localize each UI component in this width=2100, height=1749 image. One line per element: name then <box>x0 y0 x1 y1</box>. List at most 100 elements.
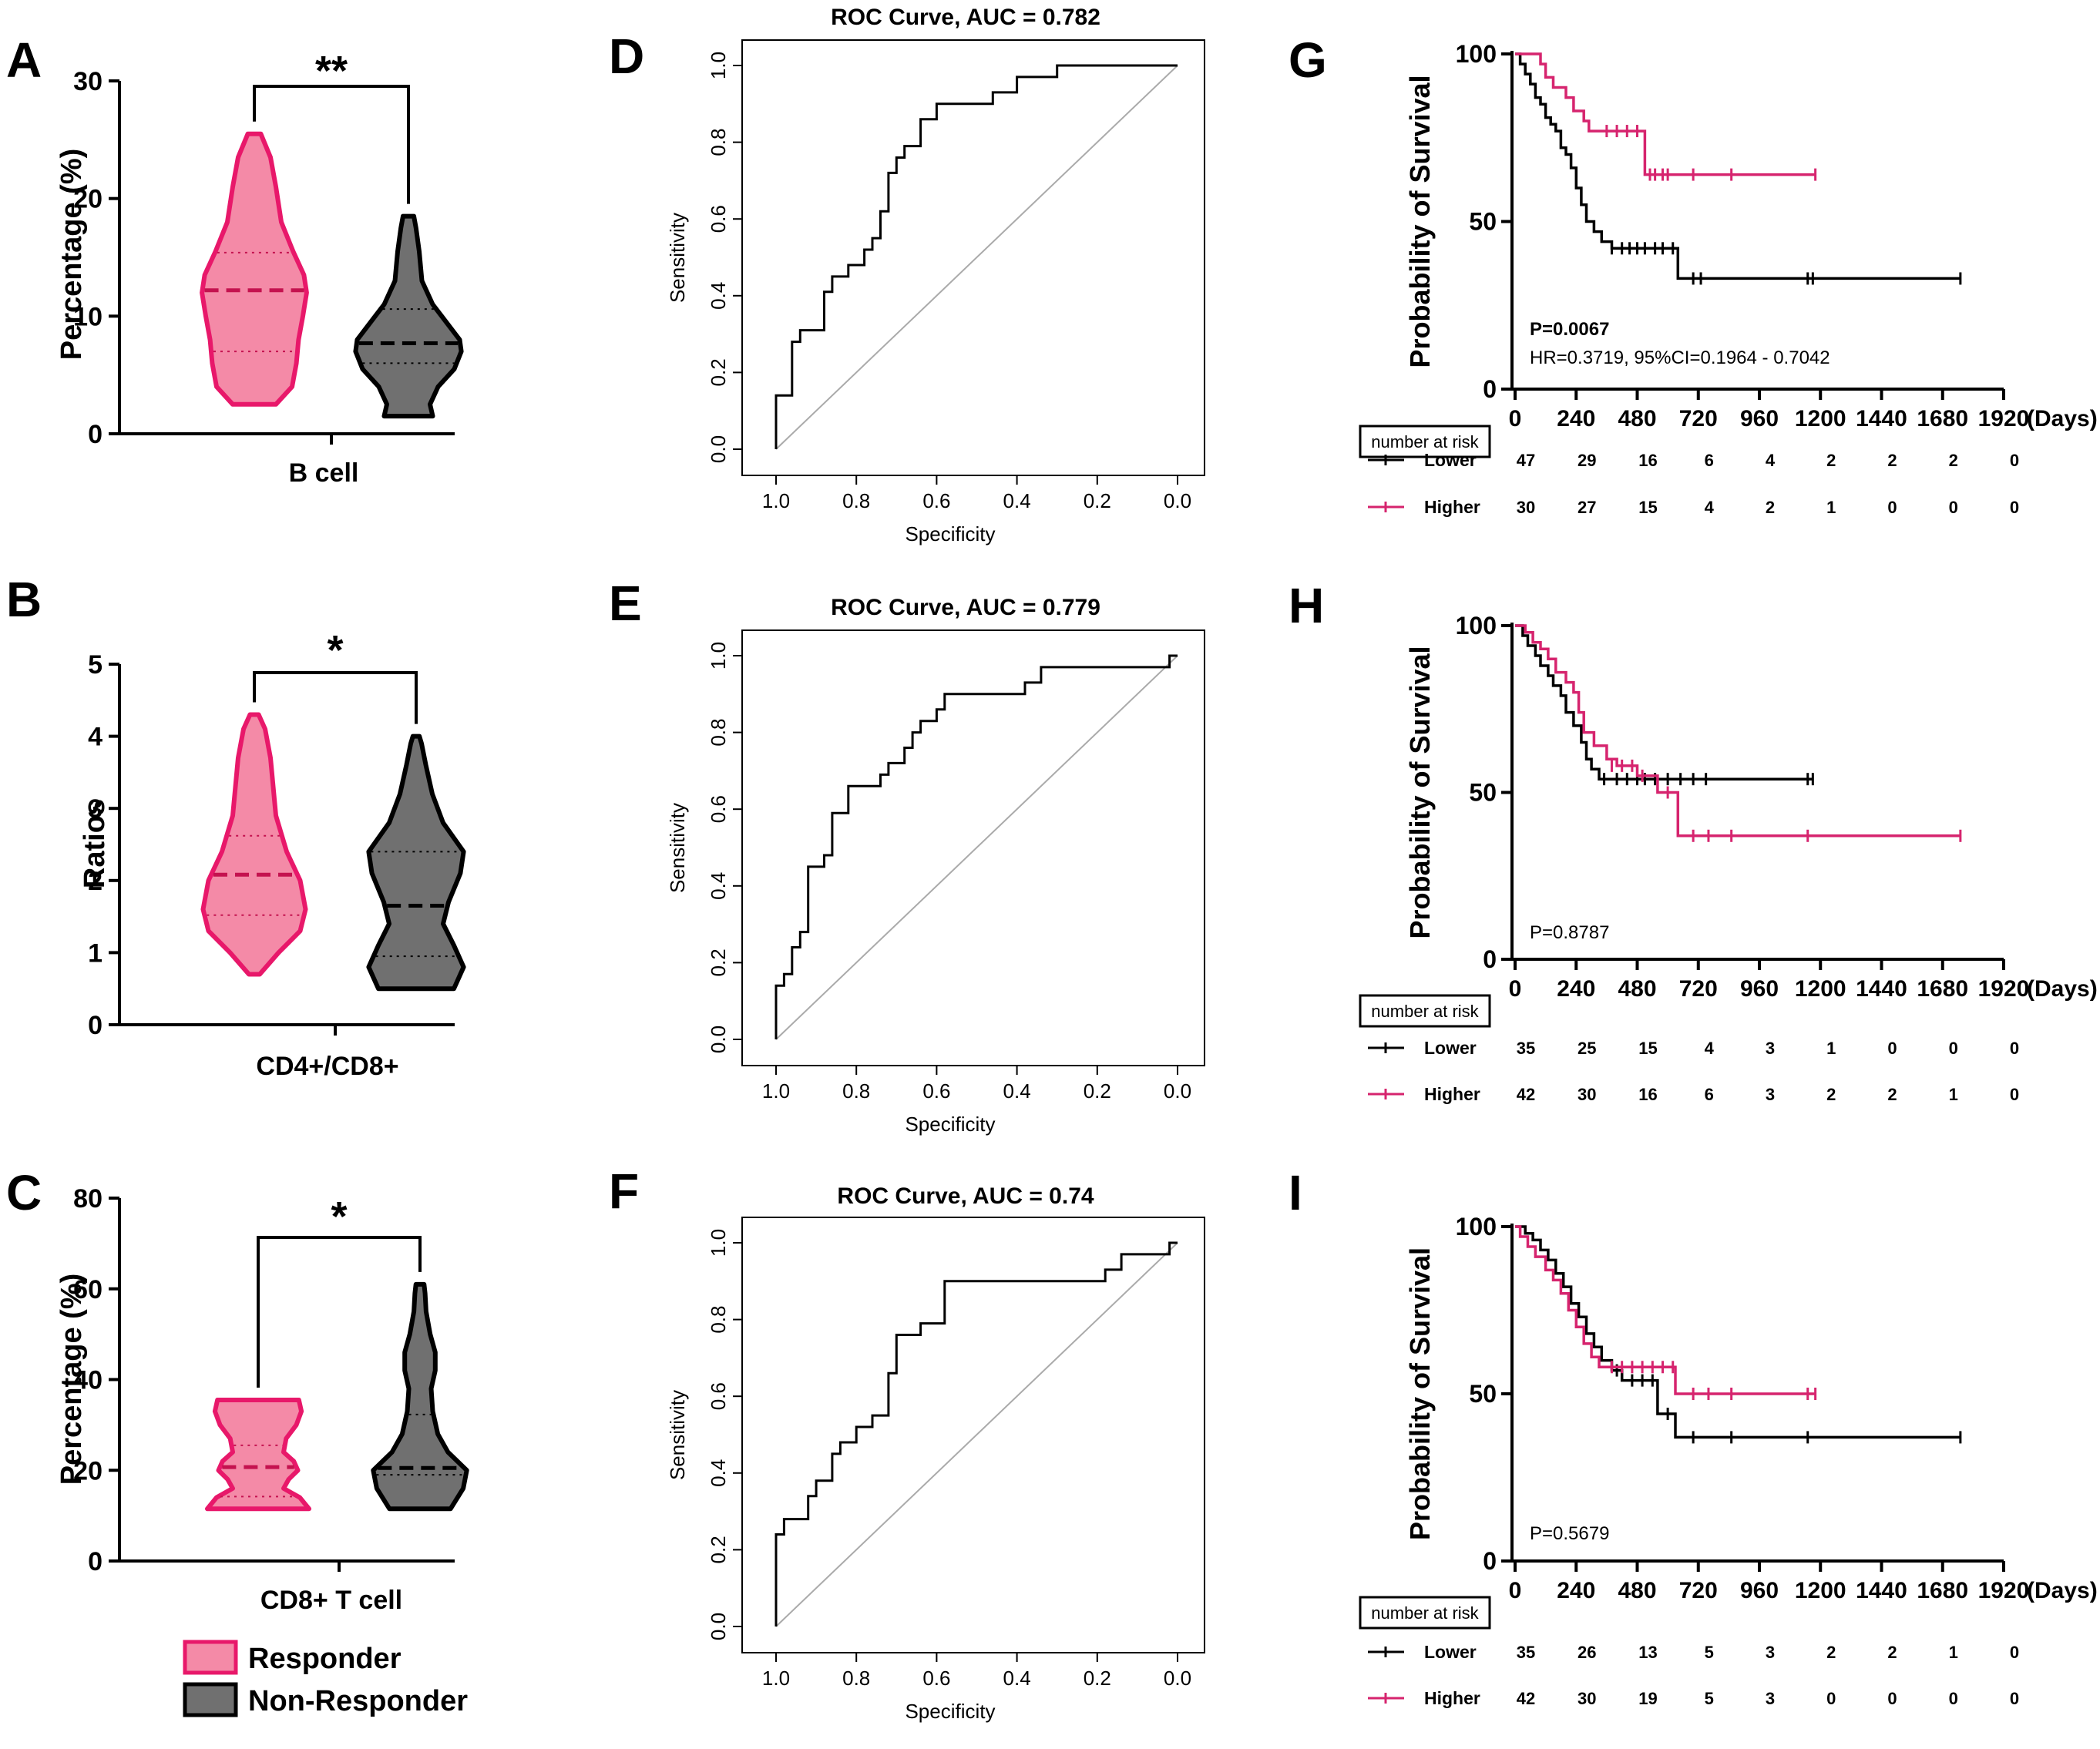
x-tick-label: 1920 <box>1978 1578 2030 1603</box>
risk-count: 1 <box>1826 1039 1836 1058</box>
y-tick-label: 3 <box>88 794 102 824</box>
x-tick-label: 1680 <box>1917 1578 1968 1603</box>
y-axis-label: Probability of Survival <box>1404 646 1436 938</box>
panel-label: A <box>6 32 42 88</box>
risk-count: 0 <box>1887 1689 1897 1708</box>
x-tick-label: 960 <box>1740 976 1779 1002</box>
risk-count: 13 <box>1638 1643 1657 1662</box>
violin-chart-a: A 0 10 20 30 Percentage (%) B cell ** <box>6 32 464 488</box>
y-tick-label: 60 <box>73 1275 102 1304</box>
y-tick-label: 0 <box>1483 375 1497 403</box>
roc-curve <box>774 654 1178 1039</box>
y-tick-label: 0.4 <box>707 282 730 310</box>
y-tick-label: 0.4 <box>707 872 730 900</box>
y-tick-label: 0 <box>88 1011 102 1040</box>
risk-count: 19 <box>1638 1689 1657 1708</box>
roc-chart-f: F ROC Curve, AUC = 0.74 1.0 0.8 0.6 0.4 0.2 0.0… <box>609 1163 1205 1723</box>
x-tick-label: 0.6 <box>922 489 950 512</box>
x-axis-unit: (Days) <box>2027 1578 2098 1603</box>
x-tick-label: 0.2 <box>1084 489 1111 512</box>
y-tick-label: 100 <box>1456 40 1497 68</box>
risk-count: 16 <box>1638 451 1657 470</box>
survival-step-line <box>1515 624 1813 781</box>
risk-count: 30 <box>1578 1085 1596 1104</box>
risk-count: 0 <box>1887 498 1897 517</box>
risk-table-title-box <box>1359 1596 1491 1630</box>
legend-swatch-nonresponder <box>183 1682 238 1717</box>
risk-table-title: number at risk <box>1371 432 1479 452</box>
x-tick-label: 1200 <box>1795 976 1846 1002</box>
y-axis-label: Probability of Survival <box>1404 75 1436 368</box>
y-axis-label: Ratios <box>79 799 111 888</box>
risk-count: 2 <box>1826 451 1836 470</box>
y-tick-label: 0.2 <box>707 358 730 386</box>
risk-count: 0 <box>2010 1689 2019 1708</box>
y-tick-label: 1.0 <box>707 52 730 79</box>
risk-count: 15 <box>1638 498 1657 517</box>
risk-count: 0 <box>1949 1039 1958 1058</box>
violin-body <box>371 1281 469 1512</box>
y-tick-label: 30 <box>73 67 102 96</box>
x-axis-unit: (Days) <box>2027 976 2098 1002</box>
x-tick-label: 1440 <box>1856 406 1907 431</box>
legend-label-nonresponder: Non-Responder <box>248 1685 468 1717</box>
x-tick-label: 240 <box>1557 1578 1595 1603</box>
y-tick-label: 0 <box>88 1547 102 1576</box>
risk-count: 15 <box>1638 1039 1657 1058</box>
chart-title: ROC Curve, AUC = 0.74 <box>837 1183 1094 1209</box>
y-tick-label: 0.8 <box>707 719 730 747</box>
x-tick-label: 0.2 <box>1084 1079 1111 1103</box>
y-tick-label: 2 <box>88 867 102 896</box>
y-tick-label: 0.4 <box>707 1459 730 1487</box>
stat-text: P=0.8787 <box>1530 922 1609 943</box>
violin-responder <box>200 131 309 407</box>
violin-body <box>353 213 464 419</box>
stat-text: P=0.0067 <box>1530 319 1609 340</box>
x-tick-label: 1920 <box>1978 406 2030 431</box>
reference-diagonal <box>775 65 1178 450</box>
violin-body <box>200 712 308 977</box>
survival-step-line <box>1515 1225 1961 1439</box>
x-tick-label: 720 <box>1679 976 1718 1002</box>
plot-frame <box>741 629 1205 1066</box>
risk-count: 0 <box>1949 1689 1958 1708</box>
significance-marker: * <box>331 1193 347 1240</box>
y-tick-label: 50 <box>1469 1380 1497 1408</box>
risk-count: 35 <box>1517 1643 1535 1662</box>
risk-count: 42 <box>1517 1085 1535 1104</box>
y-tick-label: 50 <box>1469 779 1497 807</box>
x-axis-label: CD8+ T cell <box>260 1586 402 1615</box>
survival-curve-higher <box>1515 52 1817 181</box>
risk-count: 25 <box>1578 1039 1596 1058</box>
roc-chart-e: E ROC Curve, AUC = 0.779 1.0 0.8 0.6 0.4 0.2 0.… <box>609 576 1205 1136</box>
x-tick-label: 1440 <box>1856 1578 1907 1603</box>
y-tick-label: 50 <box>1469 208 1497 236</box>
risk-count: 29 <box>1578 451 1596 470</box>
violin-non-responder <box>353 213 464 419</box>
survival-curve-lower <box>1515 1225 1962 1444</box>
risk-count: 4 <box>1766 451 1776 470</box>
risk-count: 42 <box>1517 1689 1535 1708</box>
y-tick-label: 1.0 <box>707 642 730 670</box>
x-tick-label: 1200 <box>1795 406 1846 431</box>
risk-count: 6 <box>1705 1085 1714 1104</box>
x-tick-label: 0.0 <box>1164 1667 1191 1690</box>
roc-curve <box>774 64 1178 449</box>
risk-count: 2 <box>1887 1085 1897 1104</box>
risk-count: 3 <box>1766 1085 1775 1104</box>
panel-label: H <box>1289 578 1324 633</box>
x-tick-label: 1680 <box>1917 976 1968 1002</box>
x-axis-label: CD4+/CD8+ <box>256 1052 398 1081</box>
x-tick-label: 0 <box>1509 1578 1522 1603</box>
x-axis-label: Specificity <box>905 1700 995 1723</box>
y-tick-label: 0.0 <box>707 1026 730 1053</box>
y-tick-label: 0.0 <box>707 1613 730 1640</box>
legend-label-responder: Responder <box>248 1643 402 1675</box>
y-tick-label: 10 <box>73 302 102 331</box>
y-tick-label: 20 <box>73 185 102 214</box>
panel-label: B <box>6 572 42 627</box>
significance-bracket <box>253 671 418 724</box>
